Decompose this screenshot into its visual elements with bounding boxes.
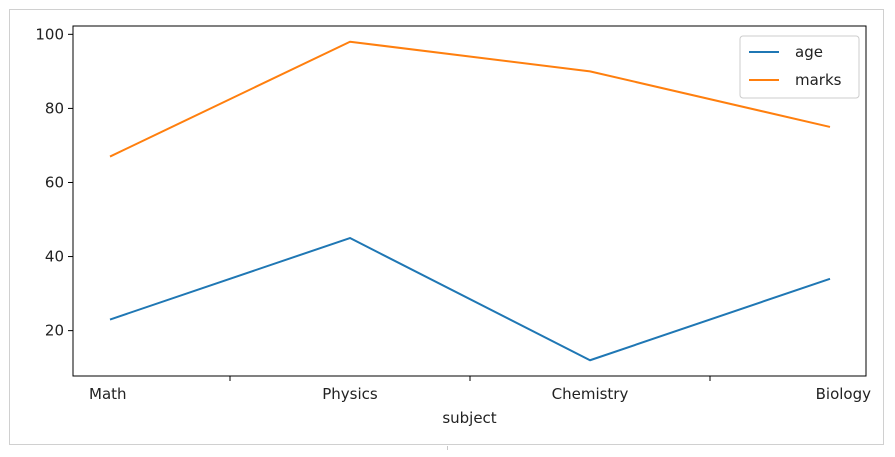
series-line-marks <box>109 40 831 158</box>
y-tick-label: 100 <box>35 25 64 43</box>
x-axis-label: subject <box>442 409 496 427</box>
y-tick-label: 20 <box>45 322 64 340</box>
series-line-age <box>109 237 831 362</box>
x-tick-label: Physics <box>322 385 378 403</box>
x-tick-label: Math <box>89 385 127 403</box>
y-tick-label: 80 <box>45 99 64 117</box>
series-layer <box>109 40 831 362</box>
x-tick-label: Biology <box>816 385 872 403</box>
divider-mark <box>447 446 448 450</box>
y-tick-label: 40 <box>45 248 64 266</box>
x-axis: Math Physics Chemistry Biology <box>89 376 871 403</box>
legend-label: age <box>795 43 823 61</box>
figure-frame <box>9 9 884 445</box>
y-axis: 20 40 60 80 100 <box>35 25 73 340</box>
legend-label: marks <box>795 71 842 89</box>
x-tick-label: Chemistry <box>552 385 629 403</box>
legend: age marks <box>739 35 860 99</box>
y-tick-label: 60 <box>45 173 64 191</box>
